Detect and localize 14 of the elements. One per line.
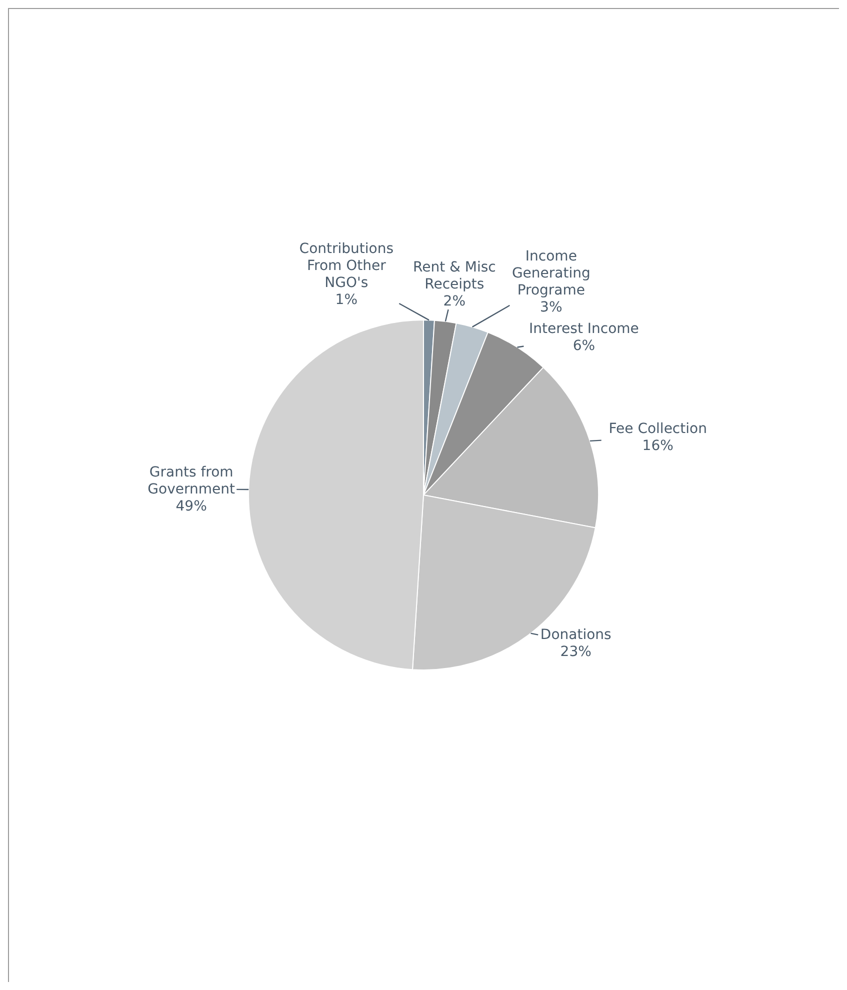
slice-label: Grants from Government <box>148 464 236 498</box>
data-label: 6% <box>572 338 596 354</box>
data-label: 3% <box>540 299 562 316</box>
slice-label: Rent & Misc Receipts <box>412 259 496 292</box>
data-label: 23% <box>560 644 592 660</box>
data-label: 49% <box>176 498 207 515</box>
slice-label: Interest Income <box>528 321 639 338</box>
slice-label: Contributions From Other NGO's <box>299 241 394 292</box>
slice-label: Income Generating Programe <box>512 248 590 298</box>
slice-label: Donations <box>540 626 612 643</box>
data-label: 16% <box>642 438 674 454</box>
data-label: 2% <box>443 293 466 310</box>
data-label: 1% <box>335 292 358 308</box>
slice-label: Fee Collection <box>608 421 707 438</box>
